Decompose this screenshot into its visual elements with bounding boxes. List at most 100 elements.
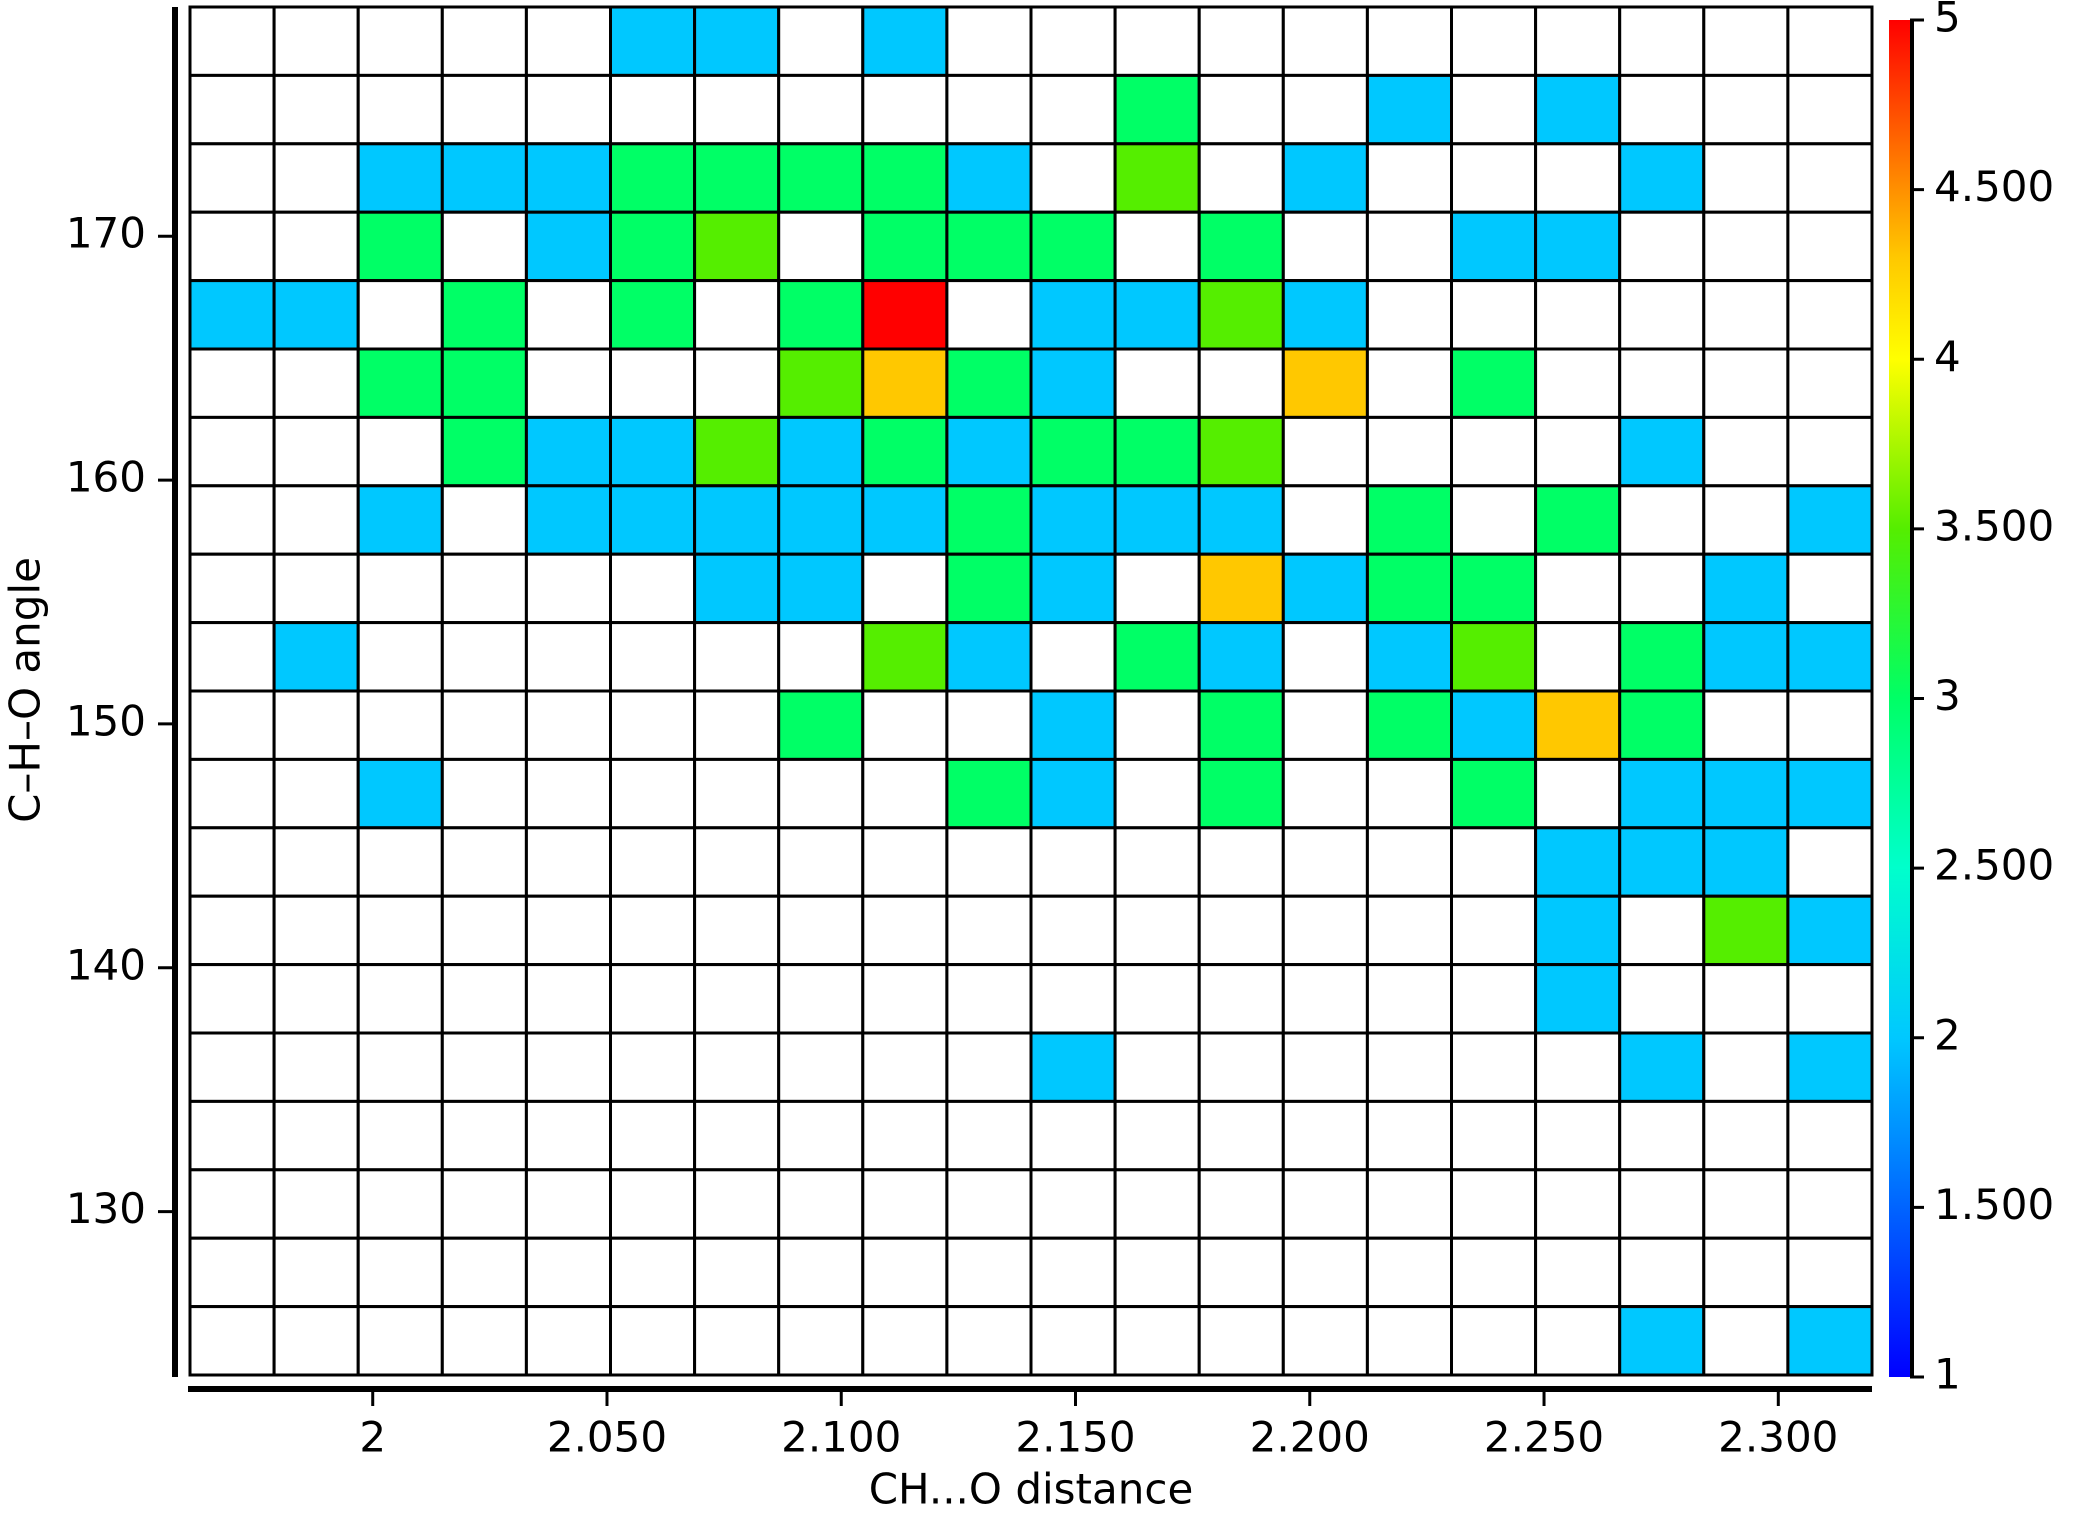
empty-cell xyxy=(188,552,276,625)
cell xyxy=(1618,689,1706,761)
empty-cell xyxy=(1450,415,1538,488)
empty-cell xyxy=(1197,1236,1285,1309)
empty-cell xyxy=(440,552,528,625)
empty-cell xyxy=(272,552,360,625)
empty-cell xyxy=(1197,1305,1285,1377)
empty-cell xyxy=(1113,1305,1201,1377)
cell xyxy=(1029,689,1117,761)
empty-cell xyxy=(188,826,276,898)
empty-cell xyxy=(524,757,613,830)
empty-cell xyxy=(1197,347,1285,419)
empty-cell xyxy=(609,894,697,967)
empty-cell xyxy=(861,826,949,898)
empty-cell xyxy=(1365,347,1454,419)
colorbar-tick-label: 3.500 xyxy=(1934,501,2054,550)
cell xyxy=(356,210,444,283)
empty-cell xyxy=(777,1305,865,1377)
empty-cell xyxy=(272,1168,360,1240)
empty-cell xyxy=(188,73,276,146)
empty-cell xyxy=(356,415,444,488)
cell xyxy=(356,484,444,556)
empty-cell xyxy=(1702,484,1790,556)
cell xyxy=(1197,689,1285,761)
cell xyxy=(1702,894,1790,967)
cell xyxy=(609,279,697,351)
cell xyxy=(356,347,444,419)
cell xyxy=(1029,552,1117,625)
empty-cell xyxy=(524,347,613,419)
colorbar-tick-label: 1.500 xyxy=(1934,1180,2054,1229)
empty-cell xyxy=(1113,1099,1201,1172)
empty-cell xyxy=(1029,621,1117,693)
empty-cell xyxy=(272,826,360,898)
empty-cell xyxy=(524,1168,613,1240)
cell xyxy=(693,5,781,77)
cell xyxy=(609,210,697,283)
empty-cell xyxy=(1618,73,1706,146)
empty-cell xyxy=(356,279,444,351)
empty-cell xyxy=(1534,5,1622,77)
empty-cell xyxy=(1702,1168,1790,1240)
cell xyxy=(1786,757,1874,830)
cell xyxy=(1450,689,1538,761)
empty-cell xyxy=(609,1168,697,1240)
empty-cell xyxy=(693,347,781,419)
empty-cell xyxy=(1450,1168,1538,1240)
empty-cell xyxy=(1702,1099,1790,1172)
cell xyxy=(1534,826,1622,898)
cell xyxy=(1365,552,1454,625)
empty-cell xyxy=(1029,1305,1117,1377)
empty-cell xyxy=(1534,757,1622,830)
empty-cell xyxy=(440,1031,528,1103)
empty-cell xyxy=(609,689,697,761)
empty-cell xyxy=(1618,5,1706,77)
empty-cell xyxy=(609,757,697,830)
empty-cell xyxy=(272,5,360,77)
empty-cell xyxy=(1450,894,1538,967)
empty-cell xyxy=(1786,73,1874,146)
empty-cell xyxy=(1113,347,1201,419)
empty-cell xyxy=(524,5,613,77)
empty-cell xyxy=(524,1099,613,1172)
empty-cell xyxy=(777,1236,865,1309)
empty-cell xyxy=(609,1099,697,1172)
cell xyxy=(1365,484,1454,556)
empty-cell xyxy=(1281,73,1369,146)
cell xyxy=(1618,826,1706,898)
cell xyxy=(861,5,949,77)
cell xyxy=(693,552,781,625)
empty-cell xyxy=(188,963,276,1035)
cell xyxy=(861,142,949,214)
empty-cell xyxy=(1786,963,1874,1035)
colorbar-tick-label: 4.500 xyxy=(1934,162,2054,211)
empty-cell xyxy=(272,894,360,967)
cell xyxy=(945,347,1033,419)
empty-cell xyxy=(1029,73,1117,146)
empty-cell xyxy=(1786,347,1874,419)
empty-cell xyxy=(272,963,360,1035)
empty-cell xyxy=(945,689,1033,761)
colorbar-tick-label: 2.500 xyxy=(1934,841,2054,890)
empty-cell xyxy=(188,142,276,214)
empty-cell xyxy=(693,689,781,761)
empty-cell xyxy=(609,1305,697,1377)
empty-cell xyxy=(440,894,528,967)
empty-cell xyxy=(1029,894,1117,967)
empty-cell xyxy=(777,5,865,77)
empty-cell xyxy=(440,210,528,283)
colorbar-tick-label: 5 xyxy=(1934,0,1961,42)
empty-cell xyxy=(1450,1031,1538,1103)
empty-cell xyxy=(1618,484,1706,556)
empty-cell xyxy=(1702,963,1790,1035)
empty-cell xyxy=(1281,1031,1369,1103)
empty-cell xyxy=(1450,142,1538,214)
cell xyxy=(945,552,1033,625)
empty-cell xyxy=(1534,1031,1622,1103)
empty-cell xyxy=(1029,826,1117,898)
empty-cell xyxy=(693,73,781,146)
cell xyxy=(1029,484,1117,556)
cell xyxy=(609,5,697,77)
empty-cell xyxy=(1786,210,1874,283)
empty-cell xyxy=(693,279,781,351)
cell xyxy=(1786,621,1874,693)
